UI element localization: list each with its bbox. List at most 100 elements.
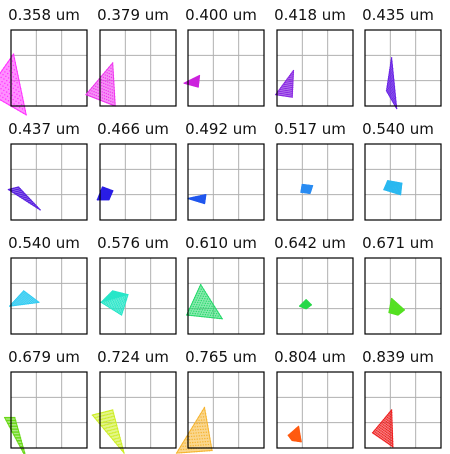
- spot-dot: [115, 291, 117, 293]
- spot-dot: [0, 99, 2, 101]
- spot-dot: [398, 183, 400, 185]
- spot-dot: [18, 297, 20, 299]
- spot-dot: [28, 300, 31, 302]
- spot-dot: [192, 312, 194, 315]
- panel-title: 0.492 um: [185, 120, 257, 138]
- spot-dot: [95, 97, 98, 100]
- spot-dot: [25, 299, 27, 301]
- spot-dot: [23, 301, 25, 304]
- spot-dot: [285, 82, 287, 84]
- spot-dot: [109, 307, 111, 309]
- spot-dot: [196, 315, 198, 317]
- spot-dot: [106, 78, 109, 80]
- spot-dot: [298, 426, 300, 429]
- spot-dot: [24, 302, 26, 304]
- spot-dot: [214, 315, 217, 317]
- spot-dot: [395, 106, 397, 108]
- spot-dot: [291, 86, 294, 89]
- spot-dot: [200, 306, 202, 309]
- spot-dot: [103, 424, 106, 426]
- spot-dot: [117, 302, 120, 304]
- spot-dot: [206, 422, 208, 424]
- spot-dot: [284, 85, 287, 88]
- spot-dot: [110, 70, 112, 73]
- spot-dot: [113, 303, 116, 305]
- spot-dot: [188, 197, 190, 199]
- spot-dot: [114, 301, 116, 304]
- spot-dot: [18, 299, 20, 301]
- spot-dot: [206, 298, 209, 300]
- spot-dot: [22, 445, 24, 448]
- spot-dot: [297, 425, 300, 428]
- spot-dot: [112, 71, 114, 73]
- spot-dot: [111, 432, 114, 434]
- spot-dot: [387, 432, 389, 434]
- spot-dot: [392, 83, 394, 85]
- spot-dot: [191, 451, 193, 453]
- spot-dot: [97, 86, 99, 88]
- spot-dot: [287, 84, 289, 86]
- spot-dot: [190, 305, 192, 308]
- spot-dot: [183, 439, 186, 441]
- spot-dot: [283, 81, 286, 84]
- spot-dot: [289, 84, 292, 87]
- spot-dot: [290, 84, 293, 87]
- spot-dot: [381, 433, 384, 436]
- spot-dot: [123, 305, 125, 308]
- spot-dot: [391, 96, 393, 99]
- spot-dot: [386, 442, 388, 444]
- spot-dot: [125, 299, 127, 302]
- spot-dot: [201, 438, 203, 440]
- spot-dot: [385, 426, 388, 428]
- spot-dot: [389, 413, 392, 415]
- spot-dot: [388, 428, 391, 430]
- spot-dot: [119, 436, 121, 439]
- spot-dot: [204, 314, 207, 316]
- spot-dot: [389, 68, 391, 71]
- spot-dot: [188, 435, 190, 438]
- spot-dot: [108, 419, 111, 422]
- spot-dot: [390, 426, 392, 429]
- spot-dot: [206, 309, 209, 312]
- spot-dot: [385, 415, 387, 418]
- spot-panel: 0.679 um: [0, 346, 88, 454]
- spot-dot: [12, 304, 14, 306]
- spot-dot: [200, 299, 202, 302]
- spot-dot: [289, 94, 291, 96]
- spot-dot: [390, 77, 392, 79]
- spot-dot: [292, 85, 294, 87]
- spot-dot: [389, 416, 392, 418]
- spot-dot: [110, 409, 112, 412]
- spot-dot: [0, 95, 1, 97]
- spot-dot: [203, 419, 205, 421]
- spot-dot: [103, 417, 105, 420]
- spot-dot: [388, 85, 390, 87]
- spot-dots: [96, 186, 114, 201]
- spot-dot: [205, 431, 207, 433]
- spot-dot: [197, 313, 199, 315]
- spot-dot: [108, 79, 111, 81]
- spot-dot: [100, 425, 103, 427]
- spot-dot: [16, 93, 18, 95]
- spot-dot: [189, 307, 191, 310]
- spot-dot: [195, 435, 198, 437]
- spot-dot: [104, 71, 106, 73]
- spot-dot: [378, 423, 381, 426]
- spot-dot: [192, 441, 194, 444]
- spot-dot: [380, 435, 382, 437]
- spot-dot: [110, 64, 112, 66]
- spot-dot: [284, 89, 287, 92]
- spot-dot: [371, 432, 374, 434]
- spot-dot: [283, 87, 286, 89]
- spot-dot: [198, 304, 201, 306]
- spot-dot: [109, 305, 112, 308]
- spot-dot: [385, 90, 388, 92]
- panel-frame: [276, 371, 354, 449]
- spot-dot: [280, 88, 282, 91]
- spot-dot: [203, 293, 205, 295]
- spot-dot: [380, 430, 382, 432]
- spot-dot: [13, 57, 16, 60]
- spot-plot: [276, 257, 354, 335]
- spot-dot: [299, 437, 302, 440]
- spot-dot: [121, 449, 123, 452]
